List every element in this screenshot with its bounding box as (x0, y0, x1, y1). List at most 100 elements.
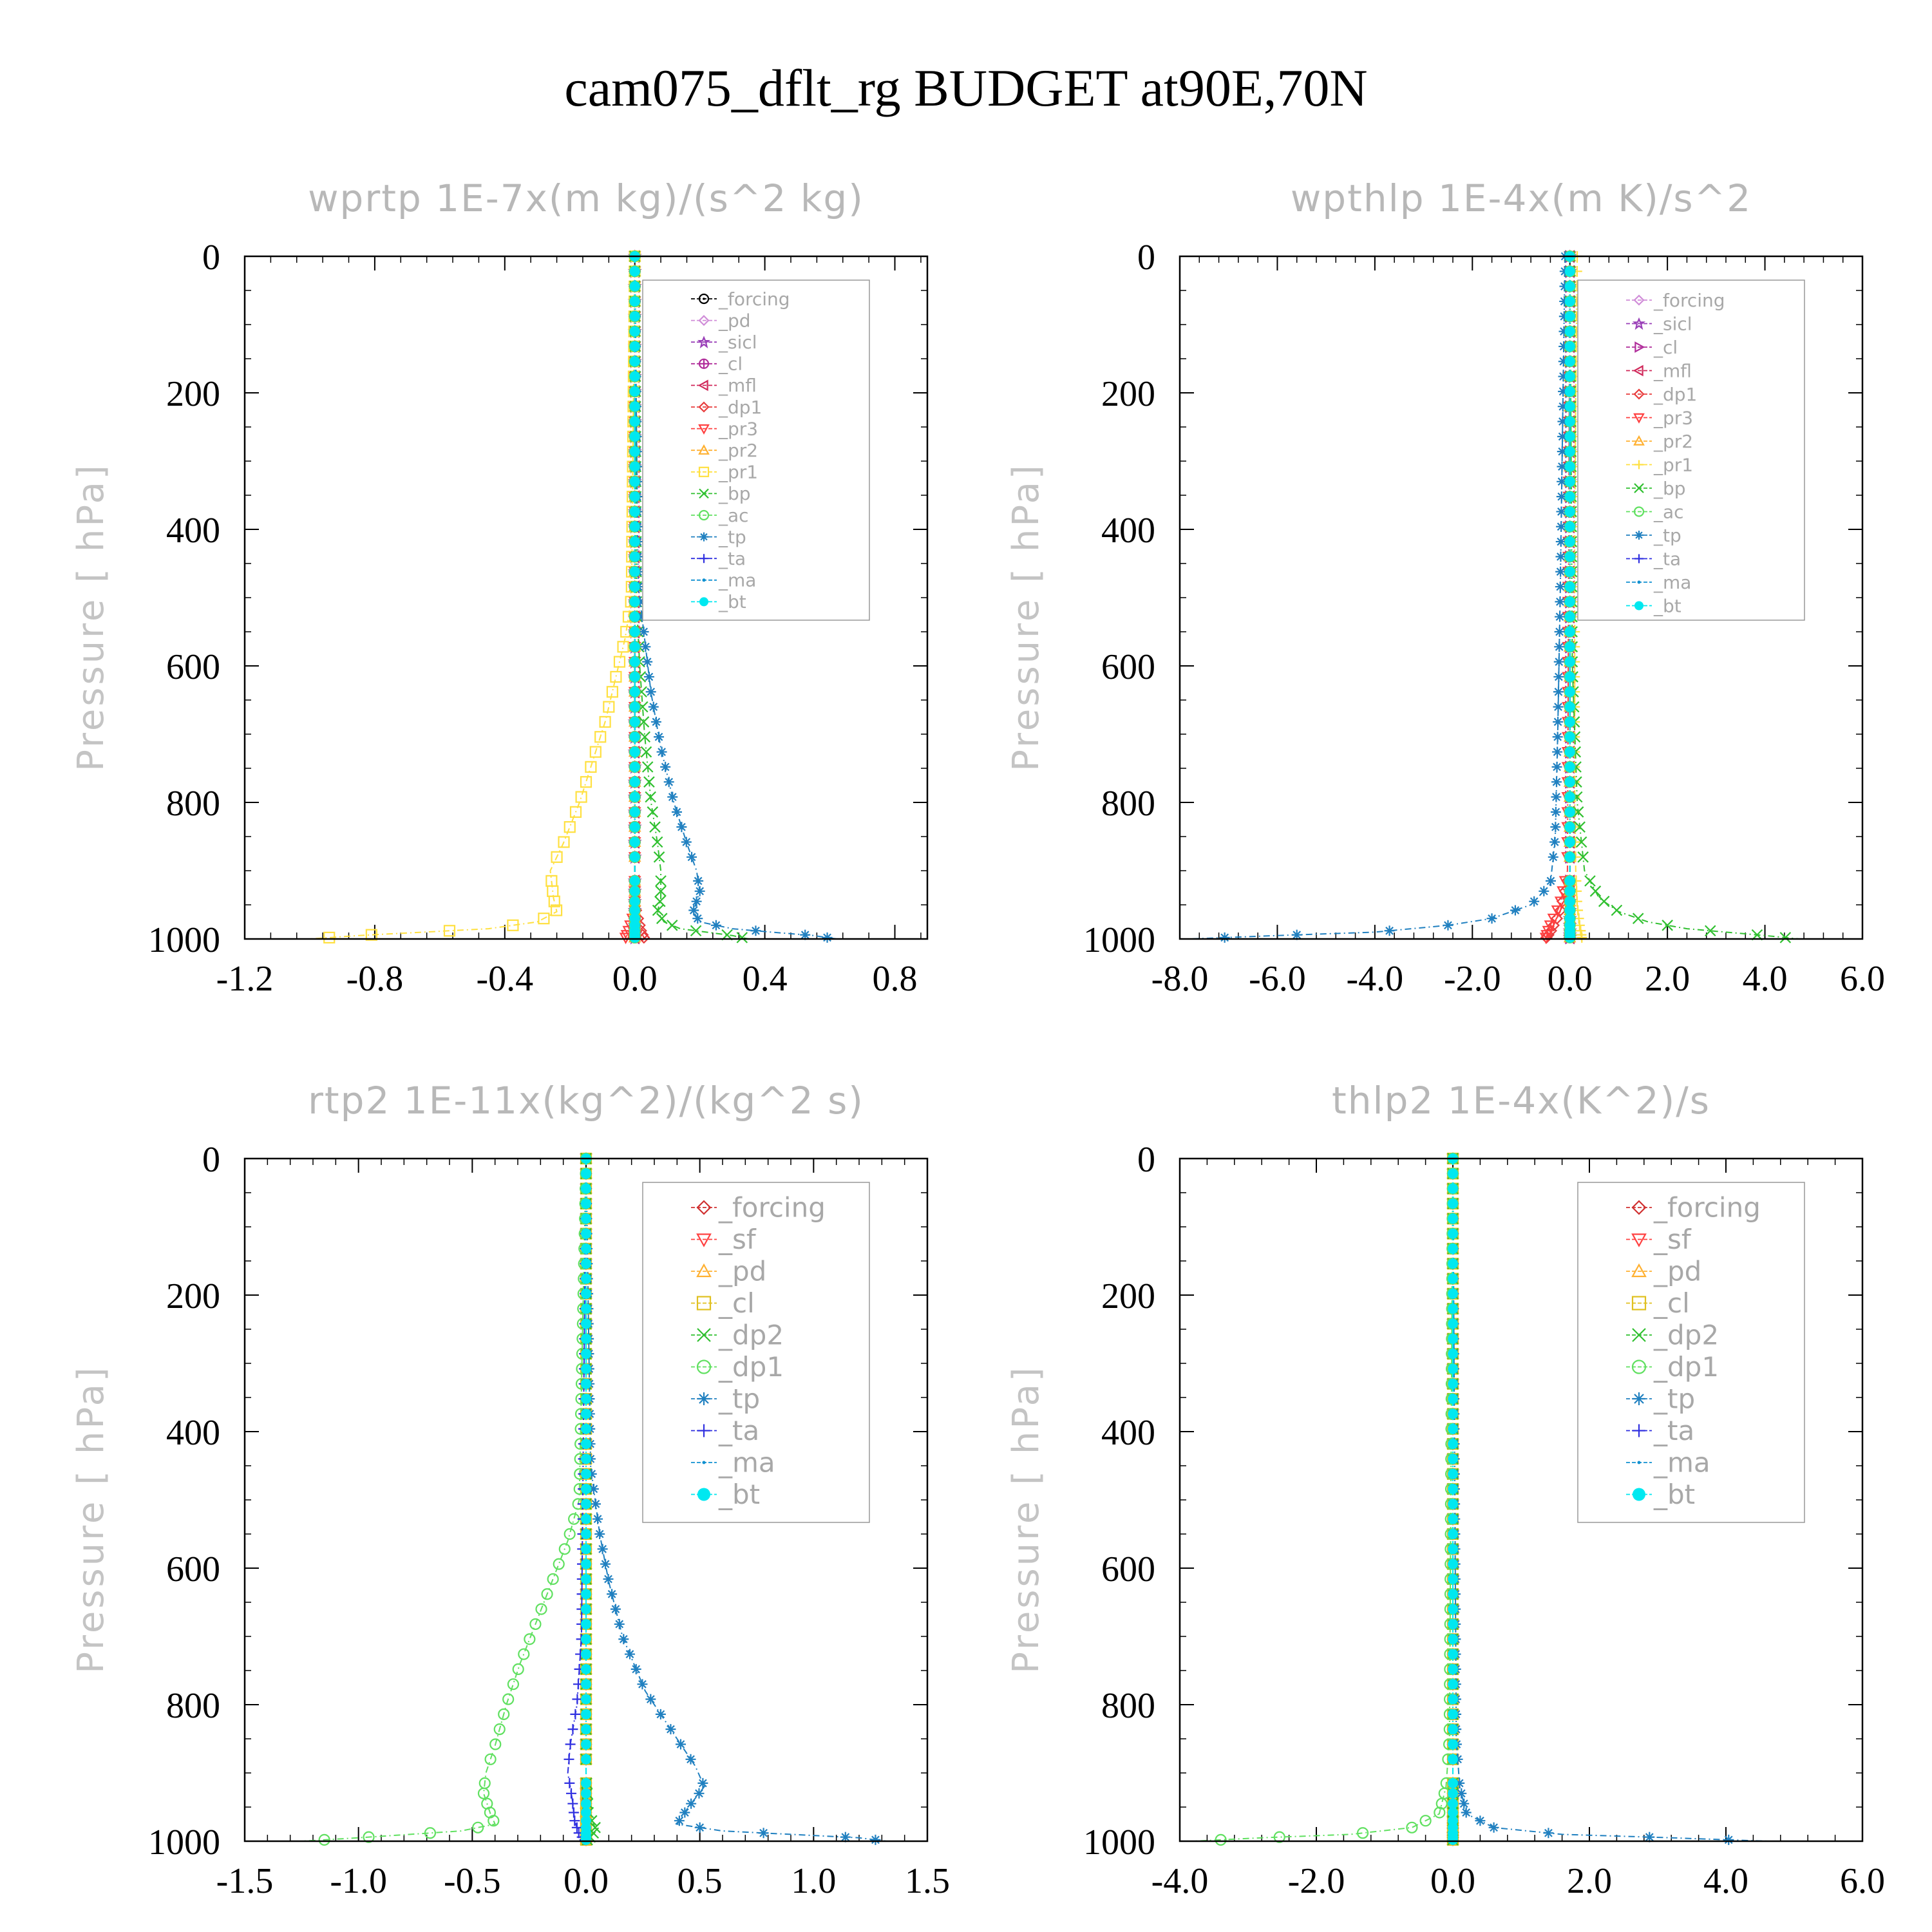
y-tick-label: 1000 (1083, 1823, 1155, 1862)
legend-entry: _forcing (1626, 290, 1725, 311)
legend-entry: _mfl (691, 375, 757, 396)
legend-label: _tp (1653, 525, 1681, 546)
x-tick-label: 0.0 (1548, 959, 1593, 999)
y-tick-label: 600 (1101, 1549, 1155, 1589)
y-tick-label: 200 (166, 374, 220, 414)
legend-label: _bt (1653, 595, 1681, 616)
plot-frame (1179, 255, 1864, 940)
legend-entry: _bp (1626, 478, 1686, 499)
y-tick-label: 800 (166, 784, 220, 824)
legend-label: _mfl (1653, 360, 1692, 381)
legend-label: _pr2 (1653, 431, 1693, 452)
legend: _forcing_sf_pd_cl_dp2_dp1_tp_ta_ma_bt (642, 1182, 870, 1523)
y-tick-label: 400 (166, 1413, 220, 1453)
x-tick-label: -8.0 (1151, 959, 1209, 999)
legend-label: _mfl (718, 375, 757, 396)
y-tick-label: 600 (1101, 647, 1155, 687)
legend-label: _bt (718, 1479, 760, 1510)
legend-label: _ac (1653, 501, 1684, 522)
legend-entry: _dp1 (1626, 1351, 1719, 1383)
y-tick-label: 400 (1101, 1413, 1155, 1453)
legend-label: _pr1 (1653, 454, 1693, 475)
series-line (1189, 256, 1566, 940)
y-tick-label: 200 (166, 1276, 220, 1316)
legend-box (642, 1182, 870, 1523)
x-tick-label: -0.4 (476, 959, 533, 999)
legend-entry: _ta (1626, 1415, 1694, 1446)
legend-label: _dp1 (1653, 384, 1697, 405)
series-markers (629, 251, 640, 943)
legend-label: _dp1 (718, 397, 762, 418)
x-tick-label: -6.0 (1249, 959, 1306, 999)
panel-3: rtp2 1E-11x(kg^2)/(kg^2 s) Pressure [ hPa… (70, 1079, 950, 1901)
x-tick-label: 0.8 (873, 959, 918, 999)
y-tick-label: 200 (1101, 374, 1155, 414)
legend-box (642, 279, 870, 621)
y-tick-label: 0 (202, 1140, 220, 1180)
legend-label: _ma (1653, 1447, 1710, 1479)
legend-label: _ma (1653, 572, 1691, 593)
x-tick-label: 2.0 (1567, 1861, 1612, 1901)
series-markers (1448, 1153, 1458, 1845)
x-tick-label: -2.0 (1288, 1861, 1345, 1901)
legend-entry: _forcing (1626, 1192, 1761, 1224)
legend-entry: _ta (691, 1415, 759, 1446)
series-markers (1564, 251, 1575, 943)
legend-entry: _ma (1626, 1447, 1710, 1479)
legend-entry: _sf (691, 1224, 757, 1255)
y-tick-label: 400 (166, 511, 220, 551)
x-tick-label: 2.0 (1645, 959, 1690, 999)
panel-title: thlp2 1E-4x(K^2)/s (1332, 1079, 1710, 1122)
plot-frame (243, 1157, 929, 1842)
legend: _forcing_sicl_cl_mfl_dp1_pr3_pr2_pr1_bp_… (1577, 279, 1805, 621)
legend-label: _forcing (1653, 290, 1725, 311)
legend-label: _cl (1653, 1287, 1690, 1319)
legend-entry: _sicl (691, 332, 757, 353)
y-tick-label: 1000 (1083, 920, 1155, 960)
legend-label: _bp (1653, 478, 1686, 499)
legend-label: _ma (718, 1447, 775, 1479)
legend-label: _tp (1653, 1383, 1695, 1415)
legend-entry: _ma (1626, 572, 1691, 593)
legend-entry: _ta (1626, 548, 1681, 569)
series-bt (1448, 1153, 1458, 1845)
legend-label: _pr3 (718, 418, 758, 439)
legend-entry: _bp (691, 483, 751, 504)
legend-entry: _bt (691, 1479, 760, 1510)
series-line (1193, 1158, 1454, 1842)
legend-label: _ma (718, 570, 756, 591)
legend-label: _forcing (718, 289, 790, 310)
legend-label: _ta (1653, 548, 1681, 569)
legend-label: _pd (718, 1256, 766, 1287)
y-tick-label: 0 (1137, 238, 1155, 278)
legend-box (1577, 279, 1805, 621)
legend-entry: _ma (691, 1447, 775, 1479)
legend: _forcing_sf_pd_cl_dp2_dp1_tp_ta_ma_bt (1577, 1182, 1805, 1523)
legend-entry: _pd (691, 1256, 766, 1287)
legend-entry: _pr2 (691, 440, 758, 461)
legend-label: _ac (718, 505, 749, 526)
legend-label: _pr3 (1653, 407, 1693, 428)
x-tick-label: 4.0 (1703, 1861, 1748, 1901)
series-bt (1564, 251, 1575, 943)
panel-title: wpthlp 1E-4x(m K)/s^2 (1291, 176, 1752, 220)
legend-label: _ta (1653, 1415, 1694, 1446)
legend-label: _cl (1653, 337, 1678, 358)
series-pr1 (309, 250, 641, 943)
legend-label: _bt (1653, 1479, 1695, 1510)
legend-label: _tp (718, 1383, 760, 1415)
legend-entry: _tp (691, 1383, 760, 1415)
series-bt (629, 251, 640, 943)
legend-entry: _cl (1626, 1287, 1690, 1319)
y-axis-label: Pressure [ hPa] (70, 1365, 112, 1673)
legend-entry: _tp (1626, 525, 1681, 546)
panel-1: wprtp 1E-7x(m kg)/(s^2 kg) Pressure [ hPa… (70, 176, 929, 999)
series-line (301, 1158, 587, 1842)
legend-entry: _pr3 (1626, 407, 1693, 428)
legend-label: _bt (718, 591, 746, 612)
legend-entry: _pr2 (1626, 431, 1693, 452)
series-tp (1189, 251, 1571, 943)
series-markers (318, 1152, 592, 1846)
x-tick-label: 1.5 (905, 1861, 950, 1901)
y-tick-label: 800 (166, 1686, 220, 1726)
